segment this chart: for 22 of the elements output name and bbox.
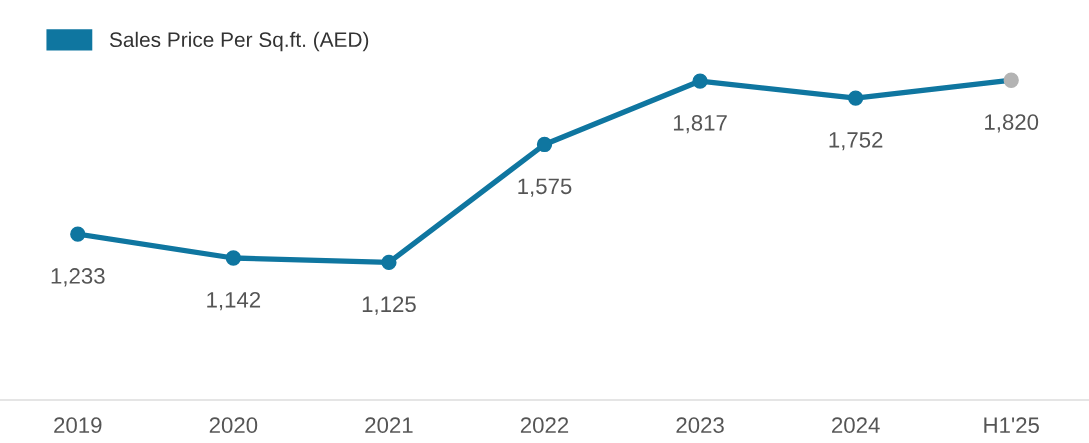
data-label: 1,142 [207,291,261,311]
x-tick-label: 2019 [54,417,102,434]
point [225,250,241,266]
x-tick-label: H1'25 [984,417,1039,434]
x-tick-label: 2023 [676,417,724,434]
x-tick-label: 2021 [365,417,413,434]
data-label: 1,817 [673,114,727,134]
data-label: 1,125 [362,296,416,315]
point [692,73,708,89]
legend-label: Sales Price Per Sq.ft. (AED) [109,31,369,52]
data-label: 1,820 [985,114,1039,133]
point [848,90,864,106]
x-tick-label: 2024 [832,417,880,434]
data-label: 1,233 [51,268,105,287]
point [536,136,553,153]
data-label: 1,752 [829,132,883,151]
x-tick-label: 2020 [209,417,258,434]
point [70,226,86,242]
point [381,254,397,271]
x-tick-label: 2022 [520,417,569,434]
point [1003,72,1019,88]
data-label: 1,575 [518,178,572,197]
